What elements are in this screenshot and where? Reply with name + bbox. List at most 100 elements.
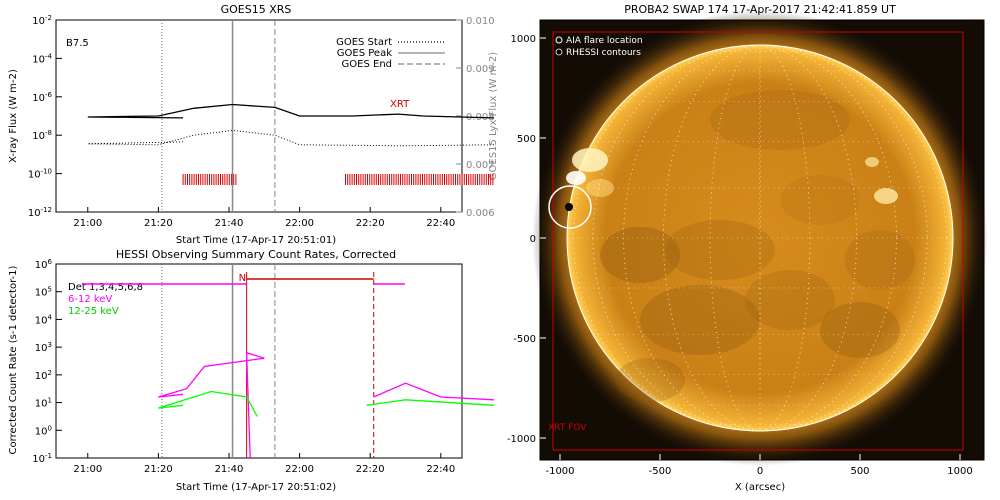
goes-y-tick-label: 10-6 (32, 91, 52, 104)
goes-legend-label: GOES Start (336, 37, 392, 48)
hessi-y-tick-label: 103 (35, 341, 52, 354)
hessi-x-tick-label: 22:40 (426, 464, 455, 475)
hessi-x-tick-label: 21:40 (215, 464, 244, 475)
aia-flare-location-circle (548, 185, 592, 229)
grid-longitude-line (759, 44, 761, 432)
goes-x-label: Start Time (17-Apr-17 20:51:01) (176, 235, 336, 246)
goes-legend-label: GOES End (342, 59, 392, 70)
hessi-legend-label: 6-12 keV (68, 294, 112, 305)
goes-y-tick-label: 10-12 (28, 206, 52, 219)
sun-surface-feature (865, 157, 879, 167)
sun-surface-feature (745, 270, 835, 330)
sun-surface-feature (874, 188, 898, 204)
hessi-panel: HESSI Observing Summary Count Rates, Cor… (8, 248, 494, 493)
grid-longitude-line (709, 44, 811, 432)
xrt-fov-label: XRT FOV (548, 423, 587, 433)
hessi-series-line (158, 390, 258, 417)
hessi-y-axis: 10-1 100 101 102 103 104 105 106 (32, 258, 62, 465)
hessi-series-line (158, 351, 265, 459)
swap-title: PROBA2 SWAP 174 17-Apr-2017 21:42:41.859… (624, 3, 896, 16)
hessi-y-tick-label: 101 (35, 397, 52, 410)
goes-legend-label: GOES Peak (337, 48, 392, 59)
goes-series-layer (87, 20, 494, 212)
sun-surface-feature (615, 358, 685, 402)
hessi-legend-label: 12-25 keV (68, 306, 119, 317)
hessi-x-tick-label: 21:20 (144, 464, 173, 475)
goes-x-tick-label: 21:40 (215, 218, 244, 229)
hessi-series-layer: N (82, 264, 494, 459)
goes-class-annotation: B7.5 (66, 38, 89, 49)
swap-x-axis: -1000 -500 0 500 1000 (545, 454, 973, 477)
goes-y2-tick-label: 0.007 (466, 160, 495, 171)
hessi-x-label: Start Time (17-Apr-17 20:51:02) (176, 482, 336, 493)
night-label: N (239, 273, 246, 284)
swap-legend: AIA flare location RHESSI contours (555, 36, 643, 58)
hessi-y-tick-label: 104 (35, 313, 53, 326)
goes-x-tick-label: 22:20 (356, 218, 385, 229)
sun-surface-features (566, 90, 915, 402)
xrt-fov-box (552, 31, 964, 451)
sun-surface-feature (586, 179, 614, 197)
hessi-legend-label: Det 1,3,4,5,6,8 (68, 282, 143, 293)
sun-surface-feature (600, 227, 680, 283)
swap-y-tick-label: 0 (530, 234, 536, 245)
sun-surface-feature (640, 285, 760, 355)
goes-y-axis: 10-2 10-4 10-6 10-8 10-10 10-12 (28, 14, 62, 219)
hessi-x-tick-label: 22:00 (285, 464, 314, 475)
sun-surface-feature (780, 175, 860, 225)
swap-y-tick-label: 500 (517, 134, 536, 145)
swap-x-tick-label: 500 (850, 466, 869, 477)
legend-rhessi-label: RHESSI contours (566, 48, 641, 58)
goes-xrs-panel: GOES15 XRS 21:00 21:20 21:40 22:00 22:20 22:4… (8, 3, 499, 246)
legend-aia-symbol (555, 36, 563, 44)
goes-y2-tick-label: 0.006 (466, 208, 495, 219)
goes-x-tick-label: 21:00 (73, 218, 102, 229)
swap-x-tick-label: -500 (649, 466, 672, 477)
sun-surface-feature (820, 302, 900, 358)
grid-longitude-line (623, 44, 897, 432)
swap-panel: PROBA2 SWAP 174 17-Apr-2017 21:42:41.859… (507, 3, 988, 493)
hessi-y-label: Corrected Count Rate (s-1 detector-1) (8, 265, 19, 454)
swap-y-axis: 1000 500 0 -500 -1000 (507, 34, 546, 445)
sun-surface-feature (566, 171, 586, 185)
swap-x-tick-label: 0 (757, 466, 763, 477)
goes-y2-tick-label: 0.010 (466, 16, 495, 27)
grid-longitude-line (573, 44, 947, 432)
hessi-y-tick-label: 102 (35, 369, 52, 382)
sun-surface-feature (665, 220, 775, 280)
swap-y-tick-label: -1000 (507, 434, 536, 445)
hessi-y-tick-label: 10-1 (32, 452, 52, 465)
goes-y2-tick-label: 0.009 (466, 64, 495, 75)
swap-frame (539, 19, 985, 461)
goes-y-tick-label: 10-10 (28, 168, 52, 181)
sun-surface-feature (710, 90, 850, 150)
rhessi-contour-marker (565, 203, 573, 211)
hessi-x-tick-label: 21:00 (73, 464, 102, 475)
goes-xrt-label: XRT (390, 99, 410, 110)
goes-long-channel-line (87, 103, 494, 119)
goes-y-tick-label: 10-2 (32, 14, 52, 27)
sun-surface-feature (845, 230, 915, 290)
hessi-y-tick-label: 100 (35, 424, 52, 437)
goes-x-tick-label: 21:20 (144, 218, 173, 229)
goes-title: GOES15 XRS (221, 3, 292, 16)
hessi-x-tick-label: 22:20 (356, 464, 385, 475)
goes-y-label: X-ray Flux (W m-2) (8, 69, 19, 163)
hessi-title: HESSI Observing Summary Count Rates, Cor… (116, 248, 396, 261)
hessi-y-tick-label: 106 (35, 258, 53, 271)
goes-y-tick-label: 10-8 (32, 129, 52, 142)
hessi-x-axis: 21:00 21:20 21:40 22:00 22:20 22:40 (73, 453, 455, 475)
goes-y-tick-label: 10-4 (32, 52, 52, 65)
goes-y2-label: GOES15 Lyx Flux (W m-2) (488, 52, 499, 181)
grid-longitude-line (663, 44, 857, 432)
swap-x-label: X (arcsec) (735, 482, 785, 493)
swap-y-tick-label: -500 (513, 334, 536, 345)
legend-aia-label: AIA flare location (566, 36, 643, 46)
goes-x-tick-label: 22:40 (426, 218, 455, 229)
sun-surface-feature (572, 148, 608, 172)
hessi-series-line (373, 382, 494, 401)
goes-x-tick-label: 22:00 (285, 218, 314, 229)
